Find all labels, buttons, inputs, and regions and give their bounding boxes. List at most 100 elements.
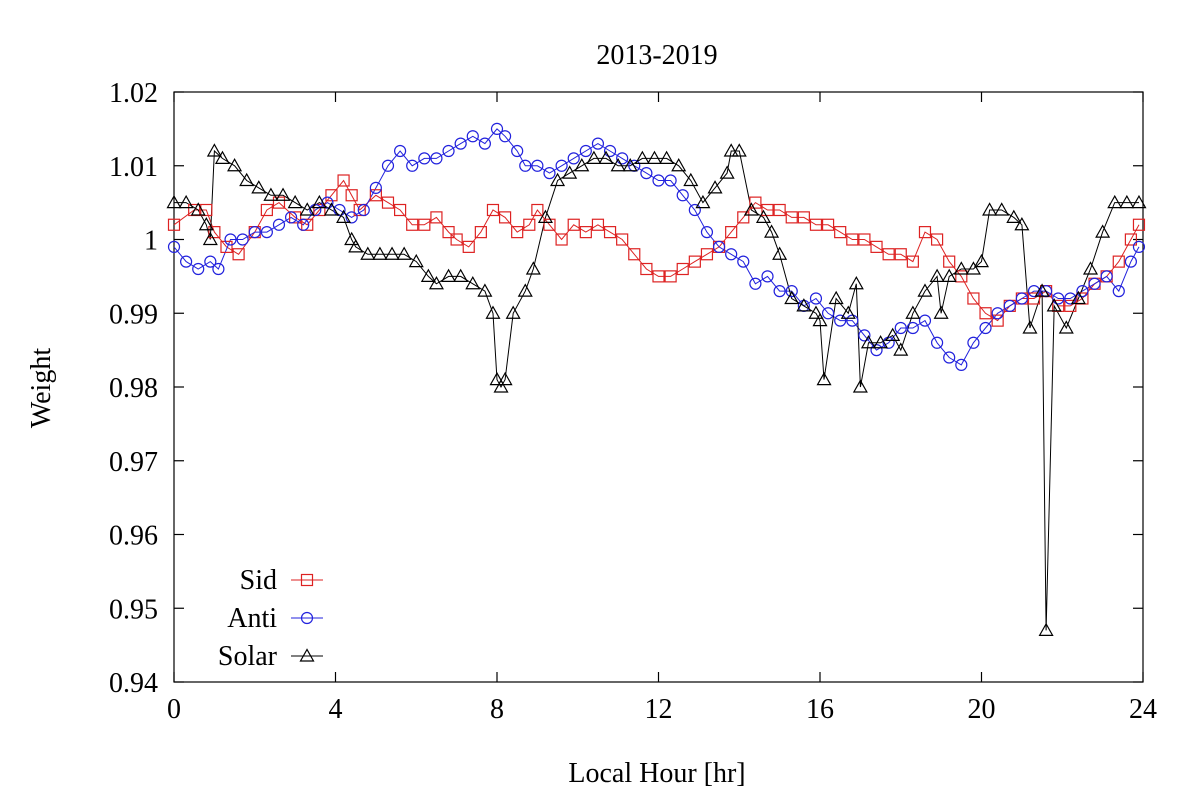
- legend-marker-solar: [299, 648, 315, 662]
- data-point-anti: [603, 144, 617, 158]
- data-point-anti: [204, 255, 217, 268]
- data-point-sid: [345, 189, 358, 202]
- data-point-solar: [659, 150, 675, 164]
- data-point-sid: [167, 218, 181, 231]
- data-point-sid: [591, 218, 605, 231]
- data-point-sid: [430, 211, 443, 224]
- data-point-solar: [214, 150, 230, 164]
- data-point-anti: [821, 307, 835, 320]
- data-point-anti: [1076, 285, 1089, 298]
- y-tick-label: 1.02: [109, 78, 158, 109]
- data-point-anti: [442, 144, 455, 158]
- data-point-solar: [420, 268, 436, 282]
- data-point-anti: [846, 314, 859, 327]
- data-point-solar: [840, 305, 856, 319]
- data-point-sid: [858, 233, 871, 246]
- data-point-solar: [1119, 194, 1135, 209]
- data-point-solar: [428, 276, 444, 290]
- data-point-anti: [345, 211, 358, 224]
- data-point-anti: [943, 351, 956, 364]
- x-axis-title: Local Hour [hr]: [568, 758, 745, 789]
- data-point-anti: [394, 144, 407, 158]
- data-point-anti: [369, 181, 382, 194]
- data-point-anti: [297, 218, 310, 231]
- data-point-anti: [543, 167, 556, 180]
- data-point-sid: [955, 270, 968, 283]
- data-point-anti: [858, 329, 871, 342]
- data-point-sid: [785, 211, 798, 224]
- data-point-sid: [870, 240, 883, 253]
- data-point-anti: [967, 336, 980, 349]
- data-point-solar: [848, 276, 864, 290]
- data-point-solar: [525, 261, 541, 275]
- data-point-sid: [301, 218, 314, 231]
- axis-ticks: 0 4 8 12 16 20 24 0.94 0.95 0.96 0.97 0.98 0.99 1 1.01…: [109, 78, 1157, 725]
- data-point-anti: [882, 336, 895, 349]
- data-point-anti: [531, 159, 544, 172]
- data-point-anti: [979, 321, 992, 335]
- data-point-solar: [1006, 209, 1022, 223]
- series-line-solar: [174, 149, 1139, 631]
- legend-label-anti: Anti: [227, 603, 277, 634]
- data-point-anti: [321, 196, 334, 209]
- data-point-solar: [287, 194, 303, 209]
- data-point-sid: [369, 189, 382, 202]
- data-point-anti: [519, 159, 532, 172]
- data-point-solar: [723, 143, 739, 157]
- data-point-sid: [1124, 233, 1137, 246]
- data-point-anti: [894, 321, 907, 335]
- data-point-anti: [167, 240, 181, 253]
- data-point-solar: [1131, 194, 1147, 209]
- data-point-sid: [846, 233, 859, 246]
- data-point-sid: [1064, 299, 1077, 312]
- data-point-sid: [220, 240, 233, 253]
- x-tick-label: 0: [167, 694, 181, 725]
- data-point-solar: [562, 165, 578, 179]
- data-point-anti: [511, 144, 524, 158]
- data-point-sid: [555, 233, 568, 246]
- data-point-sid: [543, 218, 556, 231]
- data-point-sid: [337, 174, 350, 187]
- data-point-sid: [200, 203, 213, 217]
- data-point-solar: [731, 143, 747, 157]
- legend-marker-sid: [300, 573, 314, 587]
- data-point-solar: [441, 268, 457, 282]
- data-point-solar: [808, 305, 824, 319]
- data-point-sid: [749, 196, 762, 209]
- data-point-solar: [336, 209, 352, 223]
- data-point-solar: [860, 335, 876, 349]
- data-point-anti: [1052, 292, 1065, 305]
- data-point-solar: [933, 305, 949, 319]
- data-point-solar: [905, 305, 921, 319]
- data-point-solar: [671, 158, 687, 172]
- x-tick-label: 12: [645, 694, 673, 725]
- data-point-sid: [1027, 292, 1041, 305]
- data-point-anti: [725, 248, 738, 261]
- data-point-solar: [784, 290, 800, 305]
- legend-marker-anti: [300, 611, 314, 625]
- data-point-anti: [406, 159, 419, 172]
- data-point-anti: [930, 336, 944, 349]
- data-point-solar: [707, 180, 723, 194]
- data-point-sid: [523, 218, 536, 231]
- data-point-solar: [227, 158, 243, 172]
- data-point-solar: [372, 246, 388, 260]
- data-point-anti: [652, 174, 665, 187]
- data-point-sid: [918, 226, 932, 239]
- data-point-sid: [991, 314, 1004, 327]
- data-point-solar: [764, 224, 780, 238]
- data-point-anti: [1112, 285, 1125, 298]
- data-point-solar: [166, 194, 182, 209]
- data-point-anti: [478, 137, 491, 150]
- data-point-solar: [965, 261, 981, 275]
- data-point-solar: [796, 298, 812, 312]
- series-markers: [166, 122, 1147, 636]
- data-point-sid: [688, 255, 701, 268]
- data-point-sid: [418, 218, 431, 231]
- data-point-solar: [622, 158, 638, 172]
- data-point-anti: [284, 211, 298, 224]
- data-point-solar: [396, 246, 412, 260]
- data-point-solar: [360, 246, 376, 260]
- data-point-solar: [953, 261, 969, 275]
- data-point-anti: [224, 233, 237, 246]
